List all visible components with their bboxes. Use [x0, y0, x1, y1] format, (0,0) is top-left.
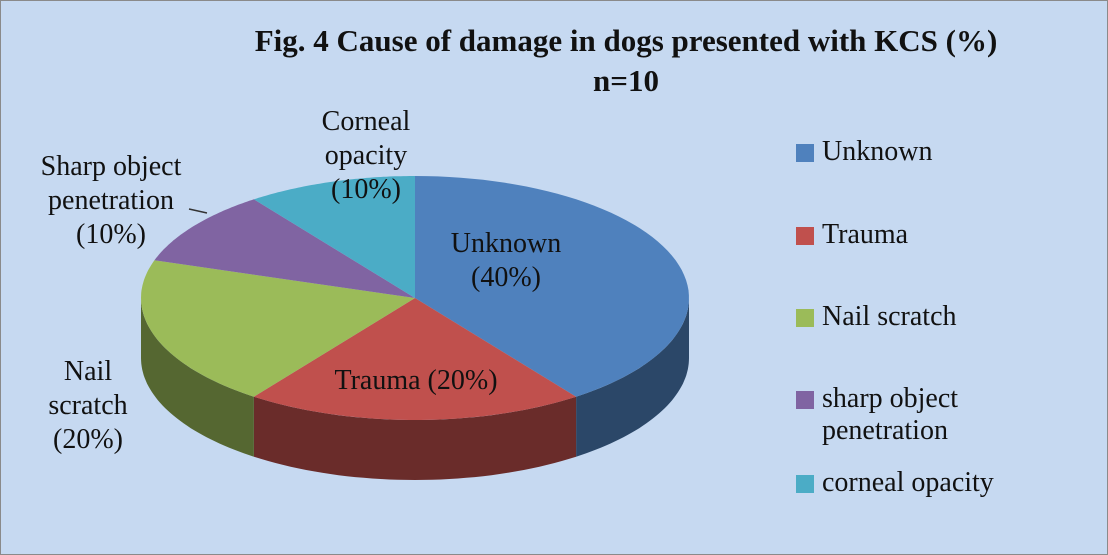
- legend-item: Unknown: [796, 136, 1076, 168]
- slice: [253, 298, 577, 420]
- legend-item: corneal opacity: [796, 467, 1076, 499]
- legend-label: Unknown: [822, 136, 933, 167]
- data-label: Unknown (40%): [450, 228, 562, 293]
- slice: [154, 199, 415, 298]
- slice-side: [576, 298, 689, 457]
- legend-item: Trauma: [796, 219, 1076, 251]
- legend-swatch: [796, 475, 814, 493]
- slice: [141, 260, 415, 397]
- legend-swatch: [796, 391, 814, 409]
- legend-swatch: [796, 144, 814, 162]
- slice: [415, 176, 689, 397]
- slice-side: [141, 298, 254, 457]
- slice: [253, 176, 415, 298]
- legend-item: sharp object penetration: [796, 383, 1076, 447]
- data-label: Trauma (20%): [334, 365, 498, 396]
- data-label: Corneal opacity (10%): [321, 106, 411, 205]
- legend-swatch: [796, 227, 814, 245]
- legend-swatch: [796, 309, 814, 327]
- legend-item: Nail scratch: [796, 301, 1076, 333]
- data-label: Nail scratch (20%): [48, 356, 128, 455]
- leader-line: [188, 208, 208, 214]
- legend-label: Trauma: [822, 219, 909, 250]
- legend-label: Nail scratch: [822, 301, 957, 332]
- data-label: Sharp object penetration (10%): [40, 151, 182, 250]
- slice-side: [253, 396, 577, 480]
- chart-title: Fig. 4 Cause of damage in dogs presented…: [254, 23, 998, 98]
- legend-label: corneal opacity: [822, 467, 994, 498]
- legend-label: sharp object penetration: [822, 383, 959, 446]
